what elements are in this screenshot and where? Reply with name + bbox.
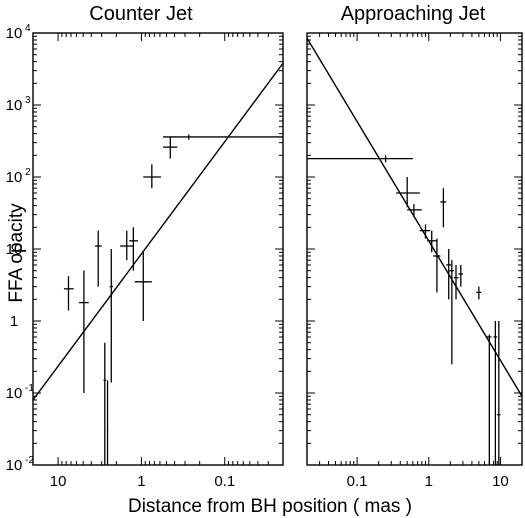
fit-line	[33, 62, 283, 401]
counter-jet-title: Counter Jet	[89, 3, 193, 25]
data-point	[63, 276, 74, 311]
data-point	[103, 342, 107, 465]
data-point	[433, 238, 441, 293]
panel-content	[33, 62, 283, 465]
data-point	[453, 264, 459, 300]
x-tick-label: 1	[137, 473, 145, 490]
data-point	[307, 155, 413, 163]
data-point	[493, 321, 498, 465]
panel-content	[307, 37, 522, 465]
data-point	[446, 249, 452, 300]
y-tick-label: 10	[6, 25, 23, 42]
data-point	[458, 264, 463, 287]
data-point	[163, 134, 283, 140]
data-point	[129, 227, 138, 271]
data-point	[95, 230, 102, 287]
data-point	[109, 249, 113, 383]
x-axis-label: Distance from BH position ( mas )	[128, 496, 412, 517]
data-point	[407, 204, 422, 217]
data-point	[440, 188, 447, 228]
data-point	[134, 252, 152, 321]
fit-line	[307, 37, 522, 397]
approaching-jet-panel: 0.1 1 10	[306, 32, 523, 490]
data-point	[106, 380, 109, 465]
x-tick-label: 1	[425, 473, 433, 490]
data-point	[79, 270, 89, 393]
data-point	[163, 136, 178, 159]
data-point	[143, 164, 162, 189]
data-point	[497, 321, 501, 465]
panel-frame	[32, 32, 284, 466]
y-tick-label: 1	[10, 313, 18, 330]
counter-jet-panel: 10 1 0.1	[32, 32, 284, 490]
y-tick-exponent: 2	[25, 167, 31, 178]
y-tick-exponent: 4	[25, 23, 31, 34]
data-point	[120, 230, 134, 261]
data-point	[449, 260, 454, 365]
y-axis-label: FFA opacity	[6, 203, 27, 303]
x-tick-label: 0.1	[214, 473, 235, 490]
y-tick-label: 10	[6, 241, 23, 258]
data-point	[487, 334, 492, 465]
x-tick-label: 10	[50, 473, 67, 490]
approaching-jet-title: Approaching Jet	[341, 3, 486, 25]
data-point	[396, 177, 420, 208]
y-tick-exponent: 3	[25, 95, 31, 106]
data-point	[476, 286, 482, 300]
y-tick-label: 10	[6, 385, 23, 402]
y-tick-exponent: -1	[25, 383, 34, 394]
y-tick-label: 10	[6, 169, 23, 186]
y-tick-label: 10	[6, 97, 23, 114]
x-tick-label: 10	[492, 473, 509, 490]
data-point	[427, 230, 437, 253]
y-tick-label: 10	[6, 457, 23, 474]
data-point	[419, 224, 431, 239]
x-tick-label: 0.1	[347, 473, 368, 490]
y-tick-exponent: -2	[25, 455, 34, 466]
